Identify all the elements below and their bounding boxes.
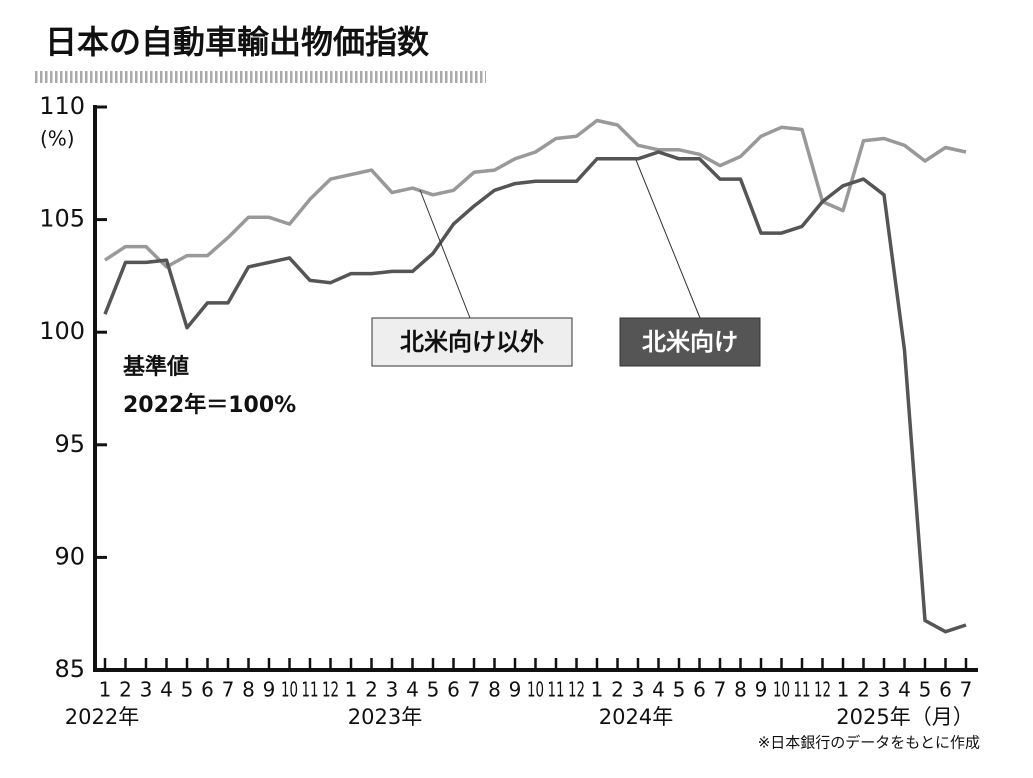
legend-label: 北米向け (642, 328, 738, 356)
x-tick-label: 10 (527, 678, 544, 702)
x-tick-label: 2 (365, 678, 378, 702)
x-tick-label: 11 (302, 678, 319, 702)
legend-box (619, 317, 761, 367)
x-tick-label: 5 (673, 678, 686, 702)
x-tick-label: 5 (919, 678, 932, 702)
x-tick-label: 4 (160, 678, 173, 702)
x-tick-label: 1 (345, 678, 358, 702)
x-tick-label: 9 (263, 678, 276, 702)
x-tick-label: 3 (878, 678, 891, 702)
year-label: 2024年 (599, 705, 673, 729)
y-tick-label: 95 (54, 430, 85, 458)
x-tick-label: 6 (447, 678, 460, 702)
y-tick-label: 110 (39, 92, 85, 120)
series-line (104, 118, 967, 269)
source-note: ※日本銀行のデータをもとに作成 (758, 734, 980, 752)
leader-line (635, 159, 701, 319)
x-tick-label: 1 (99, 678, 112, 702)
x-tick-label: 7 (960, 678, 973, 702)
x-tick-label: 12 (568, 678, 585, 702)
x-tick-label: 10 (773, 678, 790, 702)
x-tick-label: 3 (386, 678, 399, 702)
year-label: 2022年 (65, 705, 139, 729)
x-tick-label: 9 (755, 678, 768, 702)
leader-line (419, 189, 471, 319)
y-tick-label: 105 (39, 205, 85, 233)
x-tick-label: 1 (591, 678, 604, 702)
x-tick-label: 3 (632, 678, 645, 702)
x-tick-label: 11 (548, 678, 565, 702)
x-tick-label: 4 (898, 678, 911, 702)
x-tick-label: 7 (714, 678, 727, 702)
x-tick-label: 9 (509, 678, 522, 702)
base-note: 基準値 (123, 354, 189, 380)
x-tick-label: 2 (119, 678, 132, 702)
base-note: 2022年＝100% (123, 392, 296, 418)
legend-box (371, 317, 573, 367)
x-tick-label: 4 (652, 678, 665, 702)
x-tick-label: 6 (693, 678, 706, 702)
x-tick-label: 6 (939, 678, 952, 702)
legend-label: 北米向け以外 (400, 328, 544, 356)
x-tick-label: 6 (201, 678, 214, 702)
x-tick-label: 1 (837, 678, 850, 702)
x-tick-label: 12 (322, 678, 339, 702)
y-tick-label: 100 (39, 317, 85, 345)
year-label: 2025年（月） (836, 705, 973, 729)
x-tick-label: 12 (814, 678, 831, 702)
y-tick-label: 85 (54, 655, 85, 683)
x-tick-label: 7 (468, 678, 481, 702)
x-tick-label: 3 (140, 678, 153, 702)
year-label: 2023年 (348, 705, 422, 729)
x-tick-label: 4 (406, 678, 419, 702)
chart-title: 日本の自動車輸出物価指数 (45, 23, 430, 61)
x-tick-label: 2 (611, 678, 624, 702)
x-tick-label: 8 (488, 678, 501, 702)
series-line (103, 150, 967, 634)
x-tick-label: 7 (222, 678, 235, 702)
y-tick-label: 90 (54, 542, 85, 570)
x-tick-label: 5 (181, 678, 194, 702)
x-tick-label: 2 (857, 678, 870, 702)
x-tick-label: 8 (242, 678, 255, 702)
x-tick-label: 10 (281, 678, 298, 702)
x-tick-label: 5 (427, 678, 440, 702)
x-tick-label: 8 (734, 678, 747, 702)
title-rule (34, 71, 486, 83)
y-unit: (%) (40, 127, 75, 151)
x-tick-label: 11 (794, 678, 811, 702)
